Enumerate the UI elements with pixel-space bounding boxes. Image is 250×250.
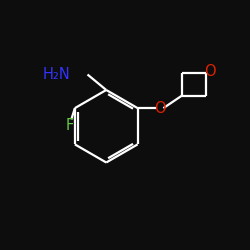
Text: F: F — [65, 118, 74, 133]
Text: H₂N: H₂N — [43, 67, 70, 82]
Text: O: O — [154, 100, 166, 116]
Text: O: O — [204, 64, 216, 78]
